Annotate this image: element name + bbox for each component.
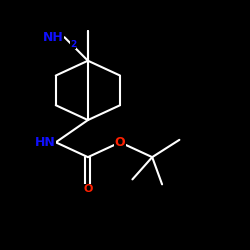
Text: 2: 2 [70,40,76,49]
Text: HN: HN [35,136,56,149]
Text: O: O [115,136,125,149]
Text: O: O [83,184,92,194]
Text: NH: NH [42,31,63,44]
